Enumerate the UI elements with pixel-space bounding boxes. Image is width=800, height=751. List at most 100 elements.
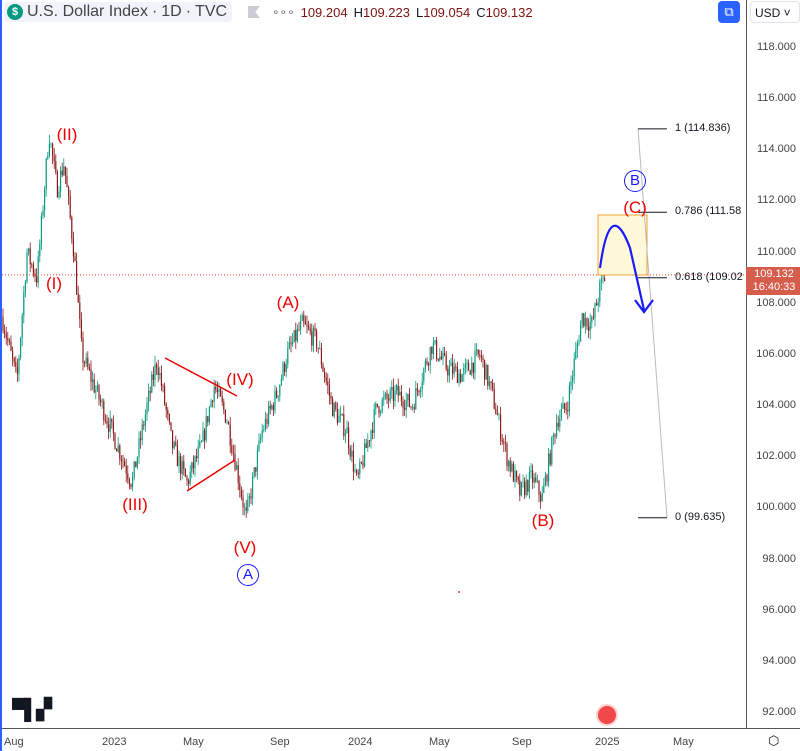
candle [68,187,70,197]
candle [466,362,468,365]
candle [39,243,41,257]
candle [122,460,124,462]
candle [322,364,324,372]
candle [300,320,302,330]
candle [192,462,194,469]
tradingview-logo[interactable]: ▀▌▞ [12,699,52,721]
candle [7,337,9,341]
triangle-lower-line [186,459,236,492]
candle [576,343,578,350]
candle [400,391,402,402]
candle [136,457,138,468]
candle [16,366,18,374]
candle [474,351,476,373]
candle [239,483,241,491]
candle [79,302,81,319]
candle [596,303,598,306]
candle [232,452,234,454]
candle [573,358,575,377]
last-price-badge: 109.132 16:40:33 [746,267,800,295]
price-chart[interactable] [2,0,746,728]
candle [117,445,119,452]
auto-scale-icon[interactable]: ⧉ [718,1,740,23]
candle [252,476,254,499]
candle [216,390,218,393]
candle [477,349,479,355]
candle [37,256,39,283]
candle [132,476,134,488]
candle [450,362,452,367]
candle [56,171,58,198]
candle [440,356,442,359]
candle [101,401,103,403]
price-tick: 116.000 [757,92,796,105]
candle [288,342,290,349]
symbol-button[interactable]: $ U.S. Dollar Index · 1D · TVC [4,2,233,22]
candle [29,248,31,265]
projection-arc [598,224,646,311]
us-flag-event-icon[interactable] [596,704,618,726]
last-price: 109.132 [754,268,794,280]
candle [20,337,22,358]
candle [565,408,567,411]
candle [32,264,34,274]
separator: · [151,3,158,20]
high-key: H [353,4,363,20]
candle [253,467,255,477]
candle [325,377,327,382]
price-tick: 118.000 [757,41,796,53]
candle [384,393,386,398]
candle [148,390,150,403]
candle [71,217,73,239]
price-tick: 92.000 [762,706,796,719]
more-icon[interactable]: ∘∘∘ [272,5,295,19]
price-axis[interactable]: 118.000 116.000 114.000 112.000 110.000 108.0… [746,0,800,728]
wave-circle-A: A [237,564,259,586]
candle [559,417,561,427]
candle [10,341,12,351]
triangle-upper-line [164,357,238,397]
candle [26,252,28,283]
candle [482,357,484,360]
candle [330,395,332,399]
candle [271,405,273,409]
candle [220,388,222,397]
candle [389,390,391,401]
candle [52,143,54,156]
time-tick: Sep [270,736,290,748]
candle [448,366,450,376]
candle [248,495,250,500]
candle [362,462,364,467]
candle [269,405,271,409]
candle [290,342,292,345]
flag-icon[interactable] [248,6,261,18]
interval[interactable]: 1D [161,3,182,20]
candle [140,438,142,441]
settings-icon[interactable]: ⬡ [768,733,780,748]
candle [100,399,102,403]
candle [341,414,343,415]
candle [31,264,33,265]
time-tick: Aug [4,736,24,748]
candle [354,470,356,472]
candle [156,364,158,368]
source: TVC [195,3,228,20]
candle [15,362,17,367]
candle [572,376,574,382]
time-axis[interactable]: Aug 2023 May Sep 2024 May Sep 2025 May [2,728,800,751]
candle [380,411,382,414]
price-tick: 114.000 [757,143,796,156]
candle [98,385,100,400]
candle [333,402,335,417]
candle [583,313,585,327]
marker-dot [458,591,460,593]
candle [396,385,398,391]
candle [183,461,185,469]
candle [112,421,114,434]
candle [237,465,239,484]
candle [77,293,79,303]
ohlc-values: 109.204 H109.223 L109.054 C109.132 [301,5,533,20]
candle [368,440,370,442]
candle [210,400,212,407]
candle [359,462,361,475]
